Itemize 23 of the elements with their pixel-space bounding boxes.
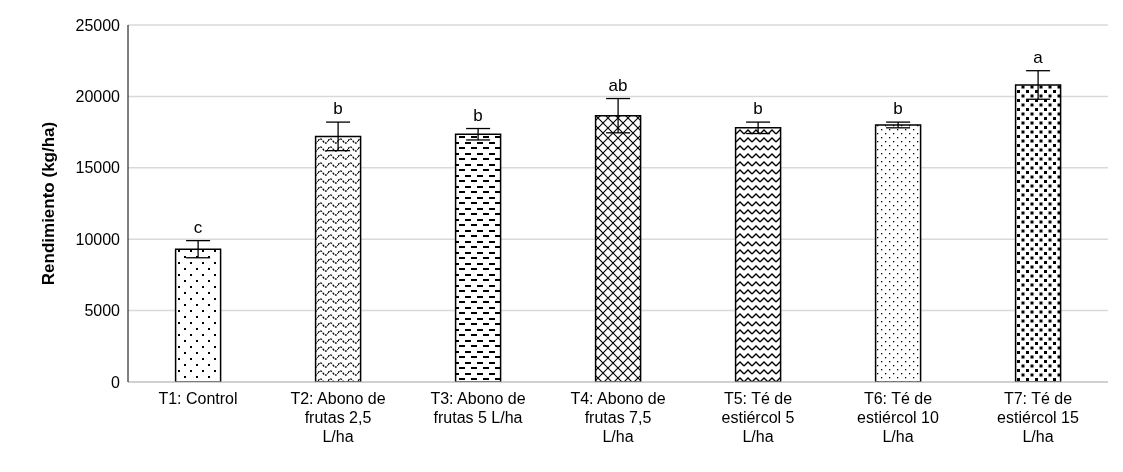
x-tick-label: T6: Té de estiércol 10 L/ha — [857, 390, 940, 445]
annotation: a — [1033, 47, 1044, 67]
x-tick-label: T4: Abono de frutas 7,5 L/ha — [570, 390, 666, 445]
x-tick-label: T2: Abono de frutas 2,5 L/ha — [290, 390, 386, 445]
annotation: b — [473, 105, 483, 125]
annotation: b — [893, 99, 903, 119]
x-tick-label: T5: Té de estiércol 5 L/ha — [721, 390, 795, 445]
bar — [874, 124, 922, 382]
annotation: c — [193, 217, 203, 237]
annotation: ab — [608, 75, 628, 95]
x-tick-label: T7: Té de estiércol 15 L/ha — [997, 390, 1080, 445]
bar — [454, 133, 502, 382]
y-tick-label: 15000 — [75, 159, 121, 177]
y-tick-label: 25000 — [75, 16, 121, 34]
y-tick-label: 0 — [111, 373, 121, 391]
y-tick-label: 20000 — [75, 88, 121, 106]
y-tick-label: 10000 — [75, 230, 121, 248]
x-tick-label: T1: Control — [158, 390, 238, 407]
y-axis-title: Rendimiento (kg/ha) — [39, 121, 59, 286]
x-tick-label: T3: Abono de frutas 5 L/ha — [430, 390, 526, 426]
y-tick-label: 5000 — [84, 302, 121, 320]
annotation: b — [753, 99, 763, 119]
annotation: b — [333, 99, 343, 119]
